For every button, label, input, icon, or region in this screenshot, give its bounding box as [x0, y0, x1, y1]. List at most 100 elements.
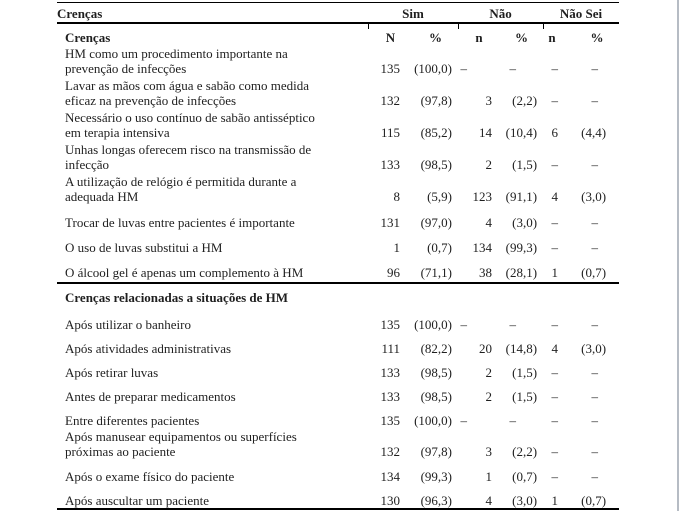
row-label-line: Após utilizar o banheiro: [65, 317, 191, 332]
value-cell: –: [591, 444, 599, 459]
row-label-line: Após auscultar um paciente: [65, 493, 210, 508]
value-cell: –: [551, 317, 559, 332]
value-cell: (96,3): [413, 484, 459, 510]
row-label: Após auscultar um paciente: [57, 484, 368, 510]
row-label: O uso de luvas substitui a HM: [57, 230, 368, 255]
value-cell: (3,0): [500, 484, 544, 510]
section-title: Crenças relacionadas a situações de HM: [57, 282, 620, 308]
value-cell: –: [591, 413, 599, 428]
value-cell: 96: [387, 265, 400, 280]
header-rule-tick: [368, 24, 369, 29]
value-cell: (100,0): [414, 61, 453, 76]
value-cell: 135: [380, 317, 401, 332]
value-cell: 2: [485, 157, 493, 172]
value-cell: –: [460, 413, 468, 428]
header-crencas: Crenças: [57, 2, 368, 24]
value-cell: –: [509, 61, 517, 76]
row-label-line: A utilização de relógio é permitida dura…: [65, 174, 297, 189]
value-cell: (1,5): [512, 389, 538, 404]
row-label-line: Unhas longas oferecem risco na transmiss…: [65, 142, 312, 157]
row-label-line: Lavar as mãos com água e sabão como medi…: [65, 78, 310, 93]
table-row: Após o exame físico do paciente 134 (99,3)…: [57, 460, 619, 484]
beliefs-table-grid: Crenças Sim Não Não Sei Crenças N % n % …: [57, 2, 620, 510]
value-cell: –: [591, 157, 599, 172]
value-cell: (0,7): [512, 469, 538, 484]
value-cell: –: [591, 469, 599, 484]
value-cell: (4,4): [581, 125, 607, 140]
row-label-line: infecção: [65, 157, 110, 172]
header-group-nao: Não: [458, 2, 544, 24]
value-cell: 132: [380, 444, 401, 459]
table-row: A utilização de relógio é permitida dura…: [57, 173, 619, 205]
value-cell: –: [551, 240, 559, 255]
row-label-line: HM como um procedimento importante na: [65, 46, 288, 61]
value-cell: –: [551, 365, 559, 380]
value-cell: (3,0): [581, 189, 607, 204]
value-cell: (10,4): [505, 125, 538, 140]
value-cell: (0,7): [581, 265, 607, 280]
value-cell: 134: [380, 469, 401, 484]
value-cell: –: [551, 215, 559, 230]
value-cell: –: [551, 413, 559, 428]
row-label-line: Entre diferentes pacientes: [65, 413, 200, 428]
value-cell: 115: [380, 125, 400, 140]
value-cell: –: [591, 317, 599, 332]
value-cell: (28,1): [505, 265, 538, 280]
row-label-line: em terapia intensiva: [65, 125, 170, 140]
subheader-pct-nao: %: [515, 30, 529, 45]
row-label: A utilização de relógio é permitida dura…: [57, 173, 368, 205]
row-label-line: adequada HM: [65, 189, 139, 204]
row-label-line: Após o exame físico do paciente: [65, 469, 235, 484]
value-cell: (1,5): [512, 157, 538, 172]
table-row: O uso de luvas substitui a HM 1 (0,7) 134 (9…: [57, 230, 619, 255]
value-cell: –: [460, 317, 468, 332]
value-cell: (97,8): [420, 93, 453, 108]
value-cell: 4: [551, 189, 559, 204]
header-rule-tick: [543, 24, 544, 29]
table-row: Necessário o uso contínuo de sabão antis…: [57, 109, 619, 141]
value-cell: (2,2): [512, 93, 538, 108]
value-cell: (99,3): [505, 240, 538, 255]
value-cell: 14: [479, 125, 493, 140]
value-cell: (0,7): [427, 240, 453, 255]
value-cell: –: [551, 93, 559, 108]
row-label-line: Após retirar luvas: [65, 365, 159, 380]
value-cell: –: [591, 240, 599, 255]
value-cell: –: [509, 317, 517, 332]
row-label-line: próximas ao paciente: [65, 444, 176, 459]
row-label: Após manusear equipamentos ou superfície…: [57, 428, 368, 460]
value-cell: (91,1): [505, 189, 538, 204]
value-cell: 131: [380, 215, 401, 230]
value-cell: –: [551, 157, 559, 172]
value-cell: –: [591, 389, 599, 404]
value-cell: 133: [380, 365, 401, 380]
row-label: Após atividades administrativas: [57, 332, 368, 356]
table-row: Após atividades administrativas 111 (82,2)…: [57, 332, 619, 356]
value-cell: 6: [551, 125, 559, 140]
subheader-pct-sim: %: [429, 30, 442, 45]
value-cell: –: [551, 389, 559, 404]
value-cell: 133: [380, 157, 401, 172]
value-cell: 130: [368, 484, 413, 510]
value-cell: –: [591, 215, 599, 230]
value-cell: 4: [551, 341, 559, 356]
value-cell: (97,8): [420, 444, 453, 459]
value-cell: 135: [380, 413, 401, 428]
table-row: O álcool gel é apenas um complemento à H…: [57, 255, 619, 283]
value-cell: (99,3): [420, 469, 453, 484]
row-label: Unhas longas oferecem risco na transmiss…: [57, 141, 368, 173]
value-cell: –: [591, 365, 599, 380]
window-right-edge: [677, 0, 679, 511]
header-group-sim: Sim: [368, 2, 459, 24]
row-label-line: Necessário o uso contínuo de sabão antis…: [65, 110, 315, 125]
value-cell: (0,7): [575, 484, 620, 510]
value-cell: 2: [485, 389, 493, 404]
section-header-row: Crenças relacionadas a situações de HM: [57, 282, 620, 308]
row-label: HM como um procedimento importante na pre…: [57, 45, 368, 77]
value-cell: 20: [479, 341, 493, 356]
value-cell: 123: [472, 189, 493, 204]
value-cell: 1: [543, 484, 576, 510]
table-row: HM como um procedimento importante na pre…: [57, 45, 619, 77]
value-cell: (98,5): [420, 157, 453, 172]
table-row: Unhas longas oferecem risco na transmiss…: [57, 141, 619, 173]
